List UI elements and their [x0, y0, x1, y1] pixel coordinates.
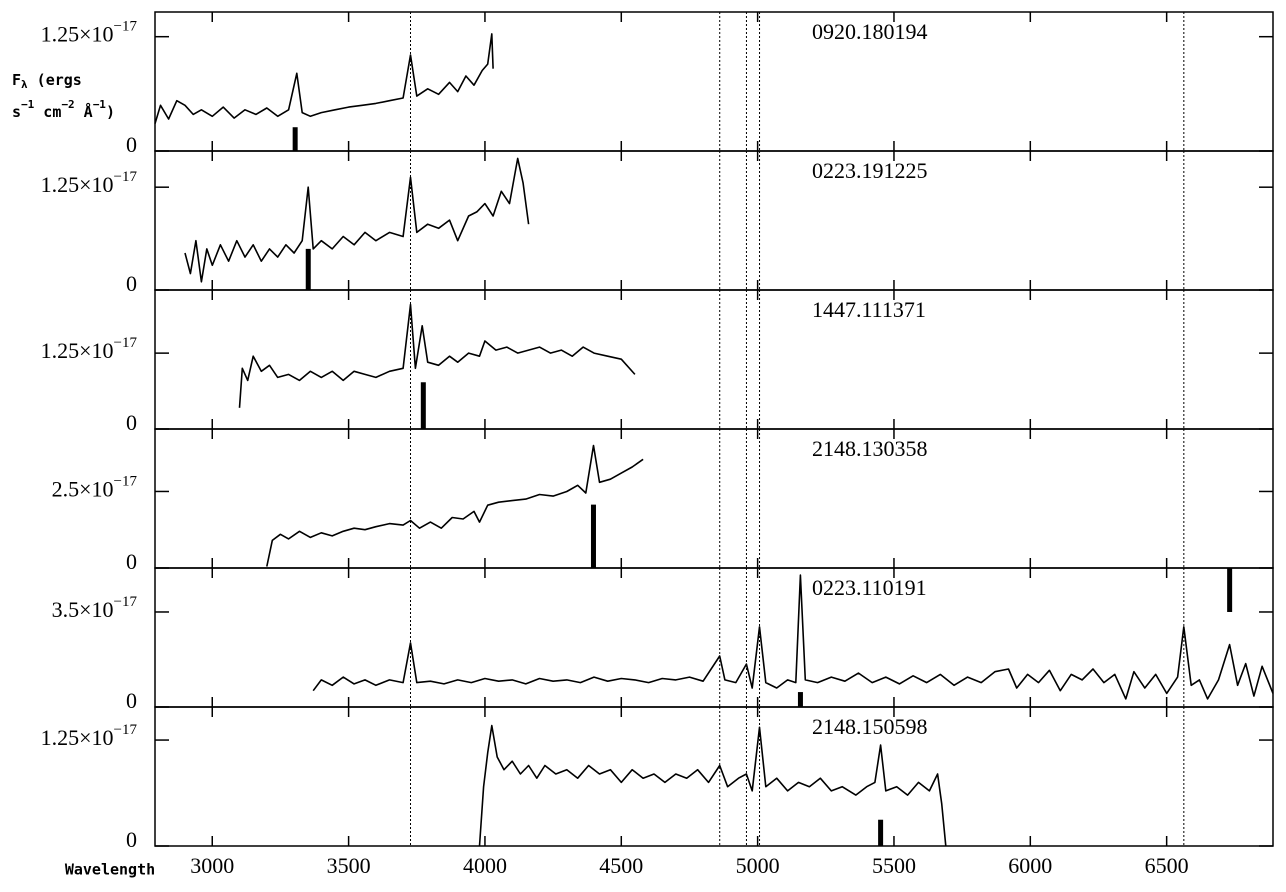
y-tick-label-exponent: −17	[114, 170, 138, 186]
y-tick-label-mantissa: 3.5×10	[52, 597, 114, 622]
y-tick-label-exponent: −17	[114, 474, 138, 490]
y-tick-label: 1.25×10−17	[41, 170, 138, 198]
panel-title: 2148.130358	[812, 436, 928, 461]
panel-frame	[154, 289, 1274, 430]
x-tick-label: 3500	[327, 853, 371, 878]
y-tick-label-mantissa: 1.25×10	[41, 725, 114, 750]
y-tick-label: 0	[126, 688, 137, 713]
y-tick-label-exponent: −17	[114, 722, 138, 738]
panel-frame	[154, 567, 1274, 708]
line-marker	[797, 692, 803, 707]
y-axis-label: s−1 cm−2 Å−1)	[12, 98, 115, 121]
y-axis-label-part: −1	[21, 98, 35, 111]
panel-frame	[154, 11, 1274, 152]
y-axis-label-part: s	[12, 103, 21, 121]
x-tick-label: 4500	[599, 853, 643, 878]
y-tick-label: 3.5×10−17	[52, 594, 138, 622]
panel-frame	[154, 428, 1274, 569]
y-axis-label-part: λ	[21, 78, 28, 91]
y-axis-label: Fλ (ergs	[12, 71, 82, 92]
panel-title: 2148.150598	[812, 714, 928, 739]
panel-frame	[154, 706, 1274, 847]
y-tick-label: 0	[126, 549, 137, 574]
y-tick-label: 0	[126, 827, 137, 852]
x-tick-label: 6000	[1008, 853, 1052, 878]
panel-title: 1447.111371	[812, 297, 926, 322]
y-axis-label-part: cm	[34, 103, 61, 121]
x-tick-label: 5500	[872, 853, 916, 878]
y-tick-label: 0	[126, 271, 137, 296]
spectrum-line	[266, 444, 644, 567]
y-tick-label: 0	[126, 132, 137, 157]
y-axis-label-part: Å	[75, 102, 93, 121]
line-marker	[1227, 568, 1233, 612]
y-tick-label-mantissa: 1.25×10	[41, 22, 114, 47]
y-tick-label: 2.5×10−17	[52, 474, 138, 502]
y-tick-label-mantissa: 1.25×10	[41, 172, 114, 197]
line-marker	[305, 248, 311, 290]
y-tick-label-exponent: −17	[114, 594, 138, 610]
y-tick-label: 1.25×10−17	[41, 19, 138, 47]
line-marker	[292, 127, 298, 151]
y-tick-label-mantissa: 2.5×10	[52, 477, 114, 502]
y-tick-label: 0	[126, 410, 137, 435]
spectrum-line	[478, 724, 947, 847]
y-tick-label: 1.25×10−17	[41, 336, 138, 364]
panel-frame	[154, 150, 1274, 291]
x-tick-label: 6500	[1145, 853, 1189, 878]
y-axis-label-part: (ergs	[28, 71, 82, 89]
y-tick-label-exponent: −17	[114, 19, 138, 35]
y-axis-label-part: F	[12, 71, 21, 89]
y-tick-label: 1.25×10−17	[41, 722, 138, 750]
line-marker	[878, 819, 884, 846]
x-tick-label: 5000	[736, 853, 780, 878]
panel-title: 0223.110191	[812, 575, 927, 600]
spectrum-line	[154, 33, 494, 124]
spectrum-line	[184, 157, 530, 283]
line-marker	[590, 504, 596, 568]
spectrum-line	[312, 574, 1274, 700]
spectrum-line	[238, 303, 636, 408]
line-marker	[420, 382, 426, 429]
x-tick-label: 4000	[463, 853, 507, 878]
panel-title: 0920.180194	[812, 19, 928, 44]
panel-title: 0223.191225	[812, 158, 928, 183]
y-tick-label-mantissa: 1.25×10	[41, 338, 114, 363]
y-tick-label-exponent: −17	[114, 336, 138, 352]
y-axis-label-part: −1	[93, 98, 107, 111]
x-tick-label: 3000	[190, 853, 234, 878]
x-axis-label: Wavelength	[65, 861, 155, 879]
y-axis-label-part: −2	[61, 98, 74, 111]
y-axis-label-part: )	[106, 103, 115, 121]
